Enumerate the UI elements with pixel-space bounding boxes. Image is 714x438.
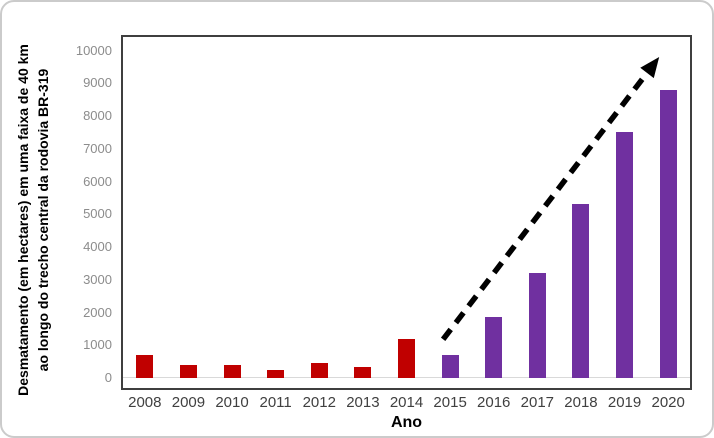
y-tick-label: 4000 xyxy=(83,239,112,254)
y-tick-label: 1000 xyxy=(83,337,112,353)
bar-2018 xyxy=(572,204,590,378)
x-tick-label-2010: 2010 xyxy=(215,394,249,411)
x-tick-label-2014: 2014 xyxy=(389,394,424,411)
bar-2016 xyxy=(485,317,503,378)
bar-2011 xyxy=(267,369,285,378)
x-tick-label-2020: 2020 xyxy=(651,394,685,411)
bar-2015 xyxy=(441,355,459,378)
bar-2020 xyxy=(659,89,677,378)
y-tick-label: 7000 xyxy=(83,140,112,156)
y-tick-label: 6000 xyxy=(83,173,112,189)
x-tick-label-2009: 2009 xyxy=(171,394,206,411)
bar-2008 xyxy=(136,355,154,378)
bar-2014 xyxy=(398,338,415,378)
y-tick-label: 10000 xyxy=(75,42,112,58)
bar-2012 xyxy=(310,363,328,378)
x-tick-label-2019: 2019 xyxy=(607,394,642,411)
bar-2017 xyxy=(528,273,546,378)
y-tick-label: 9000 xyxy=(83,75,112,91)
plot-area xyxy=(121,35,692,390)
x-tick-label-2011: 2011 xyxy=(259,394,292,411)
y-tick-label: 2000 xyxy=(83,304,112,320)
x-tick-label-2008: 2008 xyxy=(128,394,162,411)
x-tick-label-2013: 2013 xyxy=(346,394,380,411)
bar-2010 xyxy=(223,364,241,378)
bar-2019 xyxy=(616,132,634,378)
x-tick-label-2012: 2012 xyxy=(302,394,336,411)
trend-arrow-head xyxy=(640,57,660,79)
trend-arrow xyxy=(440,57,660,342)
x-tick-label-2017: 2017 xyxy=(520,394,555,411)
bar-2009 xyxy=(179,364,197,378)
x-tick-label-2018: 2018 xyxy=(564,394,598,411)
y-tick-label: 8000 xyxy=(83,108,112,123)
x-tick-label-2016: 2016 xyxy=(477,394,511,411)
y-tick-label: 5000 xyxy=(83,206,112,222)
trend-arrow-line xyxy=(440,69,651,342)
x-tick-label-2015: 2015 xyxy=(433,394,467,411)
y-tick-label: 3000 xyxy=(83,271,112,287)
y-tick-label: 0 xyxy=(104,370,112,385)
bar-2013 xyxy=(354,366,372,378)
x-axis-title: Ano xyxy=(390,414,423,431)
